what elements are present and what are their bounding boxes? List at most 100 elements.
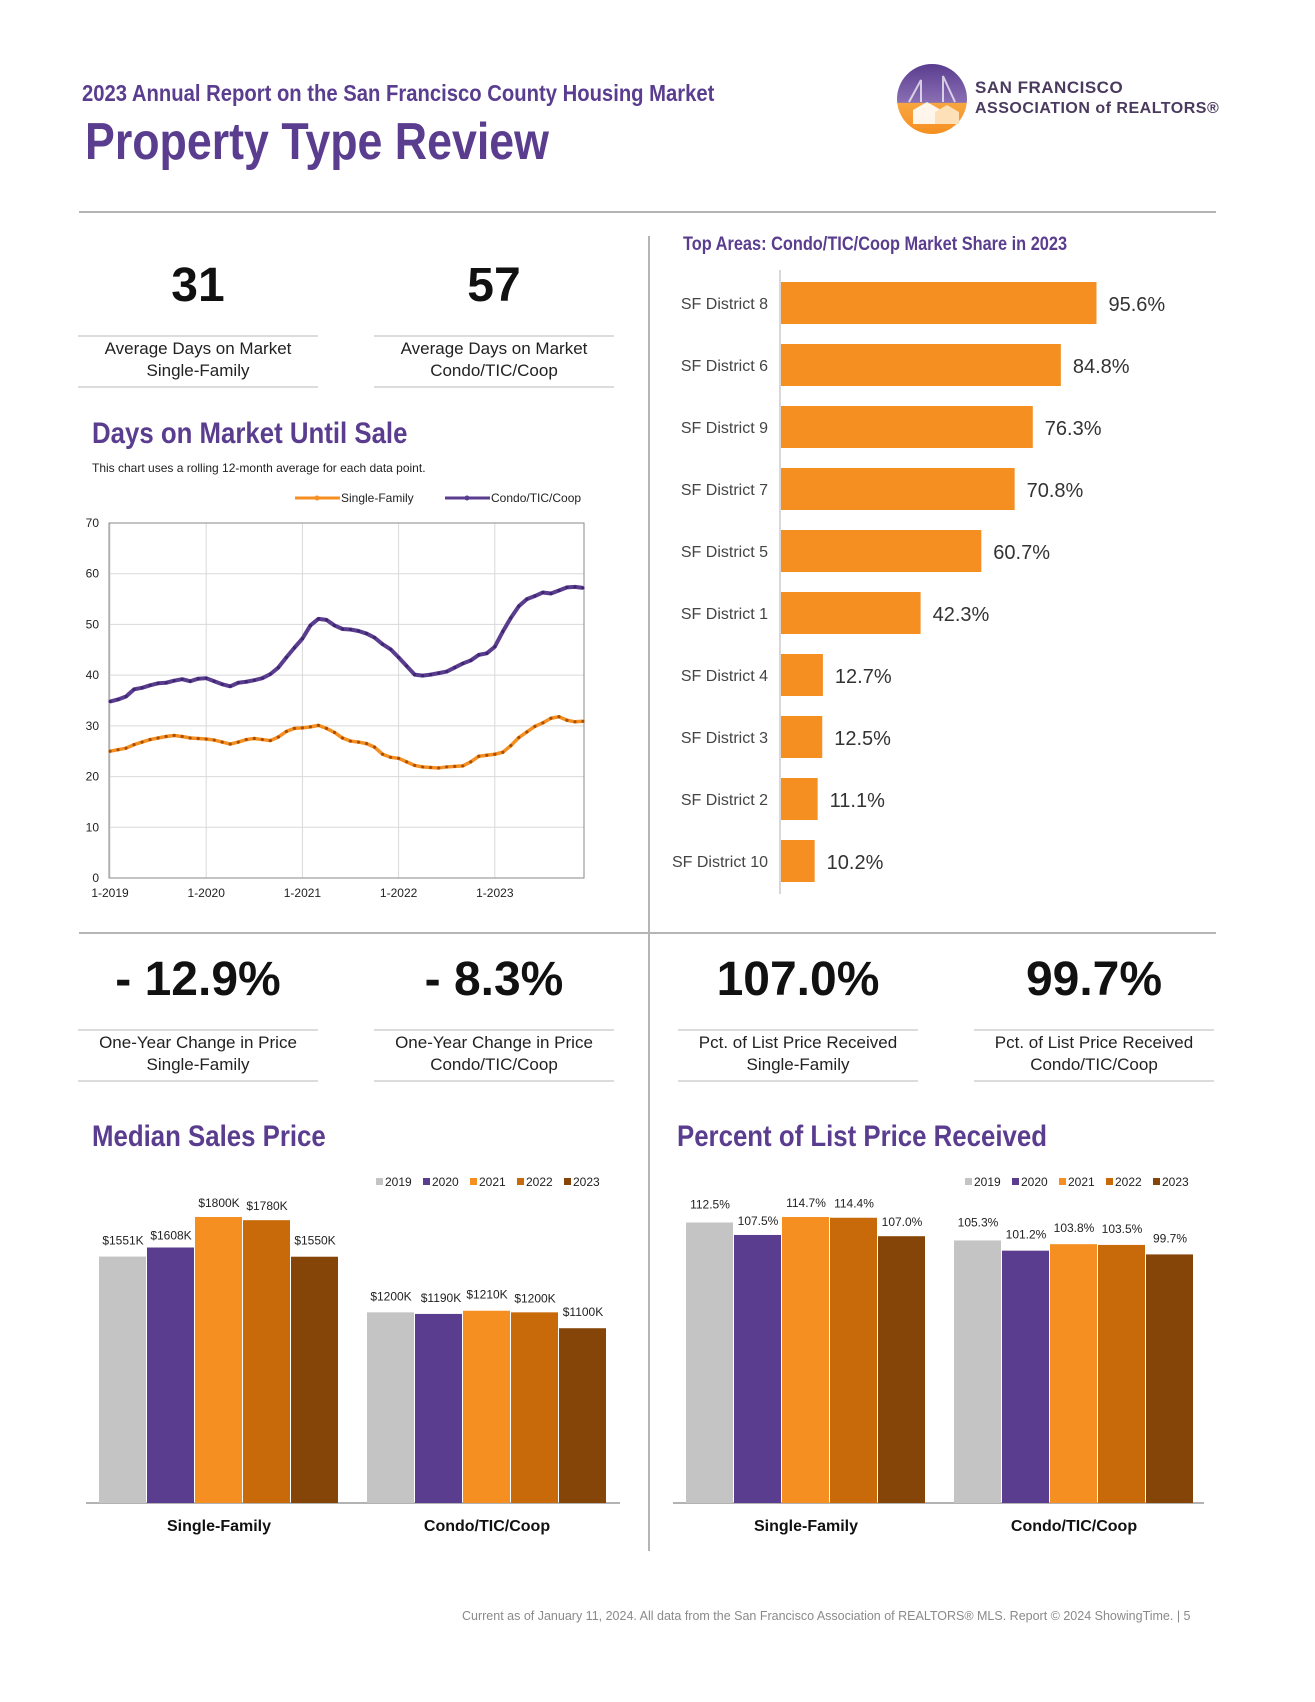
stat-label-line: Condo/TIC/Coop xyxy=(430,1055,558,1074)
bar xyxy=(781,654,823,696)
legend-swatch xyxy=(423,1178,430,1185)
y-tick-label: 20 xyxy=(86,770,100,784)
bar xyxy=(781,840,815,882)
data-point xyxy=(188,736,192,740)
stat-label-line: Average Days on Market xyxy=(400,339,588,358)
value-label: $1190K xyxy=(421,1291,461,1305)
pct-list-bar-chart: 2019 2020 2021 2022 2023 112.5% 107.5% 114.7% 11… xyxy=(673,1175,1204,1535)
category-label: SF District 7 xyxy=(681,482,768,499)
logo-emblem-icon xyxy=(897,64,967,134)
data-point xyxy=(413,673,417,677)
data-point xyxy=(252,678,256,682)
legend-label: 2020 xyxy=(432,1175,459,1189)
data-point xyxy=(445,765,449,769)
data-point xyxy=(300,637,305,641)
data-point xyxy=(156,736,160,740)
data-point xyxy=(172,679,176,683)
data-point xyxy=(388,755,393,759)
data-point xyxy=(236,740,240,744)
category-label: SF District 9 xyxy=(681,420,768,437)
data-point xyxy=(469,760,473,764)
bar xyxy=(734,1234,781,1503)
data-point xyxy=(228,742,232,746)
data-point xyxy=(517,604,521,608)
data-point xyxy=(380,642,385,646)
stat-pct-list-condo-label: Pct. of List Price Received Condo/TIC/Co… xyxy=(974,1029,1214,1082)
data-point xyxy=(437,671,441,675)
data-point xyxy=(397,756,401,760)
stat-label-line: Condo/TIC/Coop xyxy=(1030,1055,1158,1074)
stat-dom-sf-label: Average Days on Market Single-Family xyxy=(78,335,318,388)
data-point xyxy=(397,655,401,659)
value-label: $1550K xyxy=(294,1234,335,1248)
y-tick-label: 10 xyxy=(86,820,100,834)
data-point xyxy=(437,766,441,770)
vertical-divider xyxy=(648,236,650,1551)
median-title: Median Sales Price xyxy=(92,1120,326,1153)
x-tick-label: 1-2020 xyxy=(188,886,226,900)
category-label: SF District 5 xyxy=(681,544,768,561)
value-label: 114.7% xyxy=(786,1196,826,1210)
data-point xyxy=(244,680,248,684)
legend-label: 2022 xyxy=(1115,1175,1142,1189)
data-point xyxy=(581,586,585,590)
stat-dom-sf-value: 31 xyxy=(171,259,225,312)
data-point xyxy=(509,744,513,748)
data-point xyxy=(581,719,585,723)
data-point xyxy=(212,738,216,742)
data-point xyxy=(421,674,425,678)
data-point xyxy=(372,745,377,749)
data-point xyxy=(132,743,136,747)
data-point xyxy=(477,653,481,657)
value-label: $1780K xyxy=(246,1199,287,1213)
bar xyxy=(781,778,818,820)
x-tick-label: 1-2021 xyxy=(284,886,322,900)
data-point xyxy=(501,629,505,634)
data-point xyxy=(236,681,240,685)
data-point xyxy=(164,734,168,739)
data-point xyxy=(356,740,361,744)
value-label: 101.2% xyxy=(1006,1228,1047,1242)
y-tick-label: 70 xyxy=(86,516,100,530)
stat-pct-list-sf-label: Pct. of List Price Received Single-Famil… xyxy=(678,1029,918,1082)
category-label: SF District 3 xyxy=(681,730,768,747)
top-areas-title: Top Areas: Condo/TIC/Coop Market Share i… xyxy=(683,234,1068,255)
data-point xyxy=(549,716,553,720)
data-point xyxy=(244,737,248,742)
plot-frame xyxy=(108,522,585,879)
bar xyxy=(291,1256,338,1503)
data-point xyxy=(212,679,216,683)
value-label: $1608K xyxy=(150,1229,191,1243)
data-point xyxy=(308,623,313,628)
legend-label: 2020 xyxy=(1021,1175,1048,1189)
value-label: 11.1% xyxy=(830,790,885,812)
data-point xyxy=(573,585,577,589)
series-line xyxy=(109,584,584,704)
y-tick-label: 30 xyxy=(86,719,100,733)
legend-label: 2023 xyxy=(1162,1175,1189,1189)
x-tick-label: 1-2019 xyxy=(91,886,129,900)
bar xyxy=(782,1217,829,1503)
data-point xyxy=(148,737,152,742)
dom-line-chart: 0 10 20 30 40 50 60 70 1-2019 1-2020 1-2021 1-2022 1… xyxy=(86,491,585,900)
data-point xyxy=(372,636,377,640)
bar xyxy=(1002,1250,1049,1503)
legend-label: Condo/TIC/Coop xyxy=(491,491,581,505)
legend-label: 2019 xyxy=(385,1175,412,1189)
data-point xyxy=(108,699,112,704)
data-point xyxy=(276,665,280,670)
data-point xyxy=(348,739,353,743)
data-point xyxy=(485,651,489,655)
data-point xyxy=(324,726,329,730)
data-point xyxy=(453,665,457,670)
bar xyxy=(99,1256,146,1503)
data-point xyxy=(413,763,417,768)
data-point xyxy=(220,682,224,686)
series-line xyxy=(109,714,584,770)
data-point xyxy=(565,585,569,590)
data-point xyxy=(316,723,321,727)
data-point xyxy=(332,623,337,628)
data-point xyxy=(517,735,521,740)
value-label: 103.8% xyxy=(1054,1221,1095,1235)
value-label: $1210K xyxy=(466,1288,507,1302)
